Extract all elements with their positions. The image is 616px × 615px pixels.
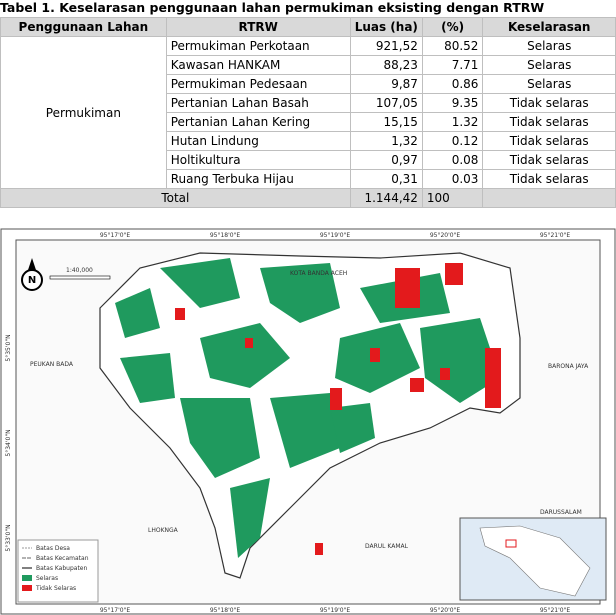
place-label: KOTA BANDA ACEH bbox=[290, 270, 347, 277]
north-arrow: N bbox=[21, 258, 43, 291]
column-header: Keselarasan bbox=[482, 17, 616, 37]
table-cell: 15,15 bbox=[349, 112, 423, 132]
place-label: DARUL KAMAL bbox=[365, 543, 409, 550]
table-cell: 7.71 bbox=[421, 55, 484, 75]
coord-label: 95°21'0"E bbox=[540, 607, 570, 614]
table-row: Hutan Lindung 1,32 0.12 Tidak selaras bbox=[1, 131, 616, 151]
table-row: Holtikultura 0,97 0.08 Tidak selaras bbox=[1, 150, 616, 170]
legend-label: Batas Kecamatan bbox=[36, 555, 89, 562]
table-cell: 1.32 bbox=[421, 112, 484, 132]
table-cell: Tidak selaras bbox=[482, 150, 616, 170]
table-cell: Selaras bbox=[482, 55, 616, 75]
table-cell: Permukiman Pedesaan bbox=[165, 74, 351, 94]
column-header: (%) bbox=[421, 17, 484, 37]
table-cell: 0.03 bbox=[421, 169, 484, 189]
table-row: Ruang Terbuka Hijau 0,31 0.03 Tidak selaras bbox=[1, 169, 616, 189]
table-row: Pertanian Lahan Kering 15,15 1.32 Tidak sel… bbox=[1, 112, 616, 132]
place-label: BARONA JAYA bbox=[548, 363, 589, 370]
table-cell: Selaras bbox=[482, 36, 616, 56]
column-header: Luas (ha) bbox=[349, 17, 423, 37]
inset-map bbox=[459, 517, 607, 601]
table-row: Kawasan HANKAM 88,23 7.71 Selaras bbox=[1, 55, 616, 75]
table-cell: 9.35 bbox=[421, 93, 484, 113]
table-cell: 88,23 bbox=[349, 55, 423, 75]
coordinates: 95°17'0"E 95°17'0"E 95°18'0"E 95°18'0"E 95°1… bbox=[5, 232, 570, 614]
legend: Batas Desa Batas Kecamatan Batas Kabupat… bbox=[17, 539, 99, 603]
table-cell: Pertanian Lahan Basah bbox=[165, 93, 351, 113]
table-title: Tabel 1. Keselarasan penggunaan lahan pe… bbox=[0, 0, 545, 15]
table: Penggunaan Lahan RTRW Luas (ha) (%) Keselara… bbox=[0, 17, 616, 208]
table-cell: 107,05 bbox=[349, 93, 423, 113]
table-cell: 80.52 bbox=[421, 36, 484, 56]
coord-label: 5°35'0"N bbox=[5, 334, 12, 361]
map-scale: 1:40,000 bbox=[66, 267, 93, 274]
coord-label: 95°17'0"E bbox=[100, 232, 130, 239]
tidak-selaras-areas bbox=[175, 263, 501, 555]
coord-label: 95°17'0"E bbox=[100, 607, 130, 614]
table-cell: Tidak selaras bbox=[482, 169, 616, 189]
table-cell: 0,97 bbox=[349, 150, 423, 170]
coord-label: 95°21'0"E bbox=[540, 232, 570, 239]
column-header: Penggunaan Lahan bbox=[0, 17, 167, 37]
coord-label: 95°19'0"E bbox=[320, 607, 350, 614]
table-cell: 1,32 bbox=[349, 131, 423, 151]
coord-label: 95°18'0"E bbox=[210, 232, 240, 239]
place-label: PEUKAN BADA bbox=[30, 361, 74, 368]
legend-label: Tidak Selaras bbox=[35, 585, 76, 592]
table-cell: Tidak selaras bbox=[482, 112, 616, 132]
table-cell: Pertanian Lahan Kering bbox=[165, 112, 351, 132]
coord-label: 95°20'0"E bbox=[430, 232, 460, 239]
table-cell: Tidak selaras bbox=[482, 131, 616, 151]
table-cell: Ruang Terbuka Hijau bbox=[165, 169, 351, 189]
table-cell: Permukiman Perkotaan bbox=[165, 36, 351, 56]
coord-label: 95°20'0"E bbox=[430, 607, 460, 614]
total-label: Total bbox=[0, 188, 351, 208]
table-cell: 0,31 bbox=[349, 169, 423, 189]
header-row: Penggunaan Lahan RTRW Luas (ha) (%) Keselara… bbox=[0, 17, 616, 37]
svg-text:N: N bbox=[28, 275, 36, 286]
total-luas: 1.144,42 bbox=[349, 188, 423, 208]
total-row: Total 1.144,42 100 bbox=[0, 188, 616, 208]
place-label: LHOKNGA bbox=[148, 527, 179, 534]
coord-label: 5°34'0"N bbox=[5, 429, 12, 456]
table-cell: Selaras bbox=[482, 74, 616, 94]
table-cell: 0.08 bbox=[421, 150, 484, 170]
coord-label: 95°18'0"E bbox=[210, 607, 240, 614]
table-cell: 0.86 bbox=[421, 74, 484, 94]
table-row: Permukiman Pedesaan 9,87 0.86 Selaras bbox=[1, 74, 616, 94]
legend-label: Batas Kabupaten bbox=[36, 565, 88, 572]
table-cell: Hutan Lindung bbox=[165, 131, 351, 151]
table-cell: 921,52 bbox=[349, 36, 423, 56]
table-row: Permukiman Permukiman Perkotaan 921,52 80.5… bbox=[0, 36, 616, 189]
place-label: DARUSSALAM bbox=[540, 509, 582, 516]
legend-label: Batas Desa bbox=[36, 545, 70, 552]
map: N 1:40,000 KOTA BANDA ACEH PEUKAN BADA B… bbox=[0, 228, 616, 615]
total-empty bbox=[482, 188, 616, 208]
table-cell: Kawasan HANKAM bbox=[165, 55, 351, 75]
group-cell: Permukiman bbox=[0, 36, 167, 189]
column-header: RTRW bbox=[165, 17, 351, 37]
table-cell: 0.12 bbox=[421, 131, 484, 151]
total-percent: 100 bbox=[421, 188, 484, 208]
table-cell: Holtikultura bbox=[165, 150, 351, 170]
legend-label: Selaras bbox=[36, 575, 58, 582]
scale-bar bbox=[49, 275, 111, 280]
table-cell: 9,87 bbox=[349, 74, 423, 94]
table-cell: Tidak selaras bbox=[482, 93, 616, 113]
table-row: Pertanian Lahan Basah 107,05 9.35 Tidak sel… bbox=[1, 93, 616, 113]
coord-label: 95°19'0"E bbox=[320, 232, 350, 239]
coord-label: 5°33'0"N bbox=[5, 524, 12, 551]
